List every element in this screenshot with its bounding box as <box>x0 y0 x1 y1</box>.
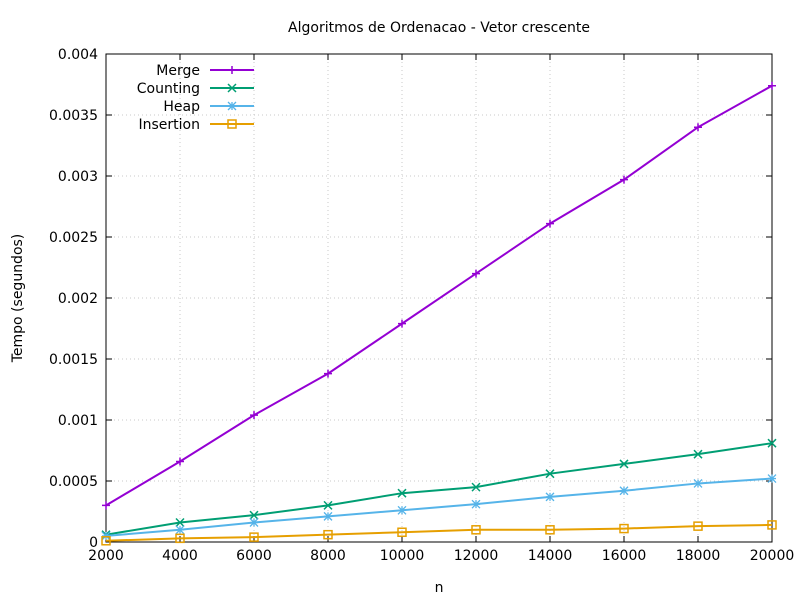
legend-swatch-marker <box>227 101 237 111</box>
series-line-insertion <box>105 523 773 542</box>
data-point-merge <box>176 457 184 466</box>
x-tick-label: 14000 <box>528 548 573 564</box>
y-tick-label: 0.0035 <box>49 108 98 124</box>
series-insertion <box>101 520 777 546</box>
legend-label: Heap <box>163 99 200 115</box>
data-point-counting <box>767 438 777 448</box>
data-point-merge <box>398 319 406 328</box>
data-point-heap <box>101 531 111 541</box>
data-point-counting <box>249 510 259 520</box>
y-tick-label: 0.002 <box>58 291 98 307</box>
data-point-heap <box>545 492 555 502</box>
x-tick-label: 10000 <box>380 548 425 564</box>
y-tick-label: 0.0015 <box>49 352 98 368</box>
x-tick-label: 2000 <box>88 548 124 564</box>
data-point-merge <box>546 219 554 228</box>
data-point-merge <box>472 269 480 278</box>
data-point-heap <box>323 511 333 521</box>
data-point-insertion <box>767 520 777 530</box>
x-tick-label: 12000 <box>454 548 499 564</box>
data-point-counting <box>693 449 703 459</box>
data-point-merge <box>694 123 702 132</box>
data-point-merge <box>620 175 628 184</box>
data-point-counting <box>323 500 333 510</box>
legend-label: Insertion <box>139 117 200 133</box>
legend-item-merge: Merge <box>156 63 254 79</box>
data-series <box>101 81 777 546</box>
series-line-heap <box>105 477 773 537</box>
x-tick-label: 16000 <box>602 548 647 564</box>
data-point-heap <box>249 518 259 527</box>
data-point-insertion <box>323 529 333 540</box>
legend-swatch-marker <box>227 83 237 93</box>
legend-label: Merge <box>156 63 200 79</box>
legend-item-heap: Heap <box>163 99 254 115</box>
x-tick-label: 20000 <box>750 548 795 564</box>
legend-swatch-marker <box>227 119 237 129</box>
data-point-merge <box>102 501 110 510</box>
data-point-heap <box>619 486 629 496</box>
y-axis-label: Tempo (segundos) <box>10 234 26 364</box>
series-heap <box>101 474 777 541</box>
data-point-insertion <box>397 527 407 537</box>
y-tick-label: 0.0005 <box>49 474 98 490</box>
y-tick-label: 0.001 <box>58 413 98 429</box>
data-point-heap <box>175 525 185 535</box>
data-point-heap <box>397 505 407 515</box>
y-tick-label: 0.004 <box>58 47 98 63</box>
data-point-insertion <box>619 523 629 534</box>
axis-ticks: 2000 4000 6000 8000 10000 12000 14000 16000 1800… <box>49 47 794 564</box>
legend-label: Counting <box>137 81 200 97</box>
x-tick-label: 8000 <box>310 548 346 564</box>
data-point-heap <box>767 474 777 484</box>
x-tick-label: 6000 <box>236 548 272 564</box>
data-point-counting <box>619 459 629 469</box>
y-tick-label: 0.0025 <box>49 230 98 246</box>
series-merge <box>102 81 776 510</box>
data-point-insertion <box>101 536 111 546</box>
data-point-counting <box>471 482 481 492</box>
legend-item-insertion: Insertion <box>139 117 254 133</box>
data-point-insertion <box>471 525 481 535</box>
series-counting <box>101 438 777 540</box>
x-tick-label: 4000 <box>162 548 198 564</box>
data-point-heap <box>471 499 481 509</box>
series-line-counting <box>105 442 773 536</box>
data-point-heap <box>693 478 703 488</box>
x-axis-label: n <box>435 580 444 596</box>
data-point-counting <box>397 488 407 498</box>
data-point-insertion <box>693 521 703 531</box>
data-point-merge <box>768 81 776 90</box>
chart-title: Algoritmos de Ordenacao - Vetor crescent… <box>288 20 590 36</box>
x-tick-label: 18000 <box>676 548 721 564</box>
legend-item-counting: Counting <box>137 81 254 97</box>
data-point-counting <box>545 469 555 479</box>
data-point-counting <box>175 517 185 528</box>
data-point-insertion <box>249 532 259 542</box>
data-point-merge <box>324 369 332 378</box>
data-point-insertion <box>175 533 185 544</box>
legend-swatch-marker <box>228 66 236 74</box>
data-point-merge <box>250 411 258 420</box>
series-line-merge <box>105 84 773 507</box>
data-point-insertion <box>545 525 555 535</box>
y-tick-label: 0 <box>89 535 98 551</box>
y-tick-label: 0.003 <box>58 169 98 185</box>
legend: Merge Counting Heap Insertion <box>137 63 254 133</box>
